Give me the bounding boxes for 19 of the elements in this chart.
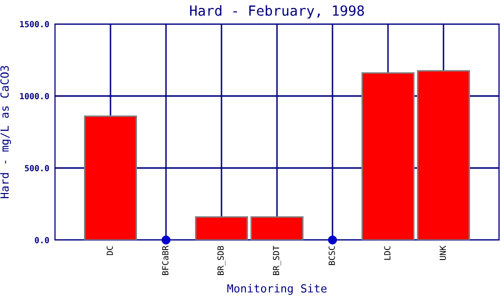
bar [417, 70, 470, 240]
y-tick-label: 0.0 [34, 236, 49, 244]
x-tick-label: BR_SDB [217, 246, 226, 275]
x-axis-title: Monitoring Site [227, 284, 327, 295]
x-tick-label: BCSC [328, 246, 335, 265]
y-tick-label: 500.0 [24, 164, 49, 172]
x-tick-label: DC [106, 246, 113, 256]
chart-title: Hard - February, 1998 [190, 5, 364, 19]
bar [84, 115, 138, 240]
x-tick-label: UNK [440, 246, 446, 260]
bar [250, 216, 304, 240]
y-tick-label: 1500.0 [20, 20, 49, 28]
x-tick-label: BR_SDT [272, 246, 282, 275]
bar [194, 216, 248, 240]
x-tick-label: LDC [384, 246, 390, 260]
bar [361, 72, 414, 240]
y-tick-label: 1000.0 [20, 92, 49, 100]
y-axis-title: Hard - mg/L as CaCO3 [0, 66, 12, 198]
x-tick-label: BFCaBR [162, 246, 168, 275]
